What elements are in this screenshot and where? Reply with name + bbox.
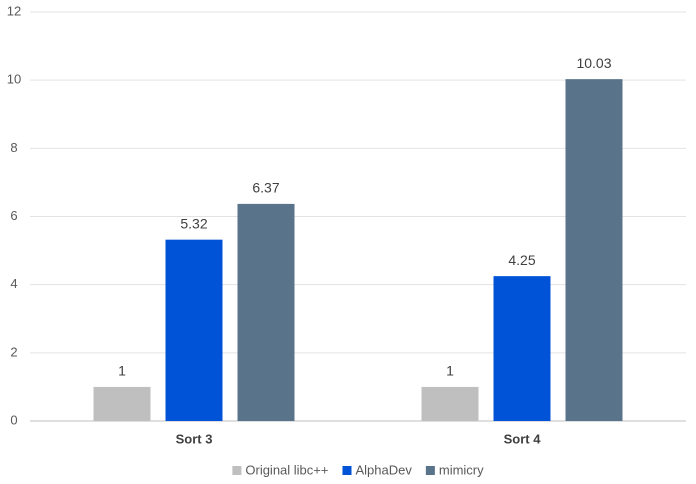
y-tick-label: 8 bbox=[10, 140, 17, 155]
bar bbox=[93, 386, 151, 421]
legend-label: mimicry bbox=[439, 462, 484, 477]
legend-swatch bbox=[232, 466, 242, 475]
y-tick-label: 2 bbox=[10, 344, 17, 359]
value-label: 5.32 bbox=[180, 215, 207, 231]
legend-label: AlphaDev bbox=[355, 462, 412, 477]
bar bbox=[237, 203, 295, 421]
value-label: 1 bbox=[118, 363, 126, 379]
x-tick-label: Sort 3 bbox=[176, 431, 213, 446]
value-label: 1 bbox=[446, 363, 454, 379]
value-label: 4.25 bbox=[508, 252, 535, 268]
x-tick-label: Sort 4 bbox=[504, 431, 542, 446]
legend-label: Original libc++ bbox=[245, 462, 328, 477]
bar bbox=[421, 386, 479, 421]
value-label: 6.37 bbox=[252, 180, 279, 196]
y-tick-label: 0 bbox=[10, 412, 17, 427]
y-tick-label: 6 bbox=[10, 208, 17, 223]
legend-swatch bbox=[342, 466, 352, 475]
legend-swatch bbox=[425, 466, 435, 475]
value-label: 10.03 bbox=[576, 55, 611, 71]
bar bbox=[493, 276, 551, 421]
bar bbox=[165, 239, 223, 421]
y-tick-label: 12 bbox=[7, 3, 21, 18]
y-tick-label: 10 bbox=[7, 72, 21, 87]
bar bbox=[565, 79, 623, 421]
y-tick-label: 4 bbox=[10, 276, 17, 291]
